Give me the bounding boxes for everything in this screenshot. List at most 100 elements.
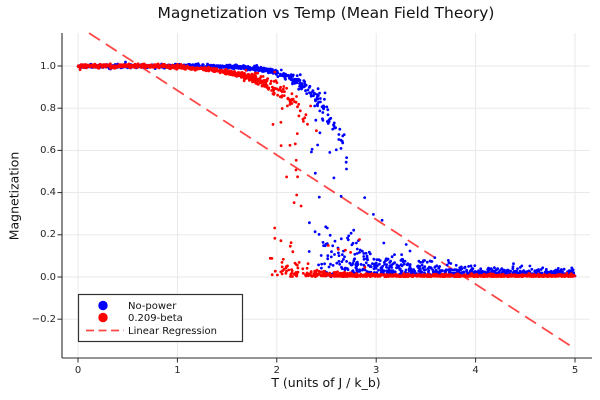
scatter-point [285,269,288,273]
scatter-point [439,270,443,273]
scatter-point [327,265,331,269]
scatter-point [372,213,375,216]
scatter-point [272,87,276,91]
y-tick-label: 1.0 [40,60,56,72]
scatter-point [383,273,387,276]
scatter-point [301,271,305,275]
scatter-point [387,266,391,270]
scatter-point [109,65,113,69]
scatter-point [425,260,429,264]
scatter-point [307,250,311,253]
scatter-point [124,60,127,64]
scatter-point [337,254,341,257]
scatter-point [448,274,452,278]
scatter-point [326,244,330,247]
scatter-point [535,268,539,272]
scatter-point [301,267,305,271]
scatter-point [331,264,335,267]
scatter-point [316,94,320,97]
scatter-point [248,67,252,71]
scatter-point [317,263,320,267]
scatter-point [549,273,553,277]
scatter-point [446,259,450,262]
scatter-point [556,267,560,270]
scatter-point [367,273,370,277]
scatter-point [325,120,329,123]
scatter-point [292,201,296,205]
scatter-point [520,264,524,268]
scatter-point [425,274,429,277]
scatter-point [464,274,468,278]
scatter-point [337,251,340,255]
scatter-point [420,274,424,278]
scatter-point [279,239,283,243]
scatter-point [333,273,337,277]
scatter-point [304,273,307,277]
scatter-point [417,274,420,278]
scatter-point [355,261,358,265]
scatter-point [325,273,328,277]
scatter-point [408,249,412,253]
scatter-point [92,65,95,69]
scatter-point [332,176,336,180]
scatter-point [476,270,480,274]
scatter-point [304,89,307,93]
scatter-point [307,86,311,89]
scatter-point [291,78,294,82]
scatter-point [289,101,292,105]
scatter-point [198,67,202,71]
scatter-point [378,259,382,262]
scatter-point [498,273,502,277]
scatter-point [291,81,294,85]
scatter-point [404,268,408,272]
scatter-point [282,94,286,98]
scatter-point [350,243,354,247]
scatter-point [255,64,259,67]
scatter-point [302,79,306,82]
scatter-point [323,91,327,95]
scatter-point [562,274,566,278]
scatter-point [401,275,405,278]
scatter-point [469,264,473,268]
x-tick-label: 4 [472,365,479,376]
scatter-point [360,249,364,253]
scatter-point [424,268,427,272]
scatter-point [244,68,248,72]
scatter-point [279,89,283,92]
scatter-point [158,65,162,68]
scatter-point [358,248,362,252]
scatter-point [319,100,322,104]
scatter-point [467,265,470,268]
scatter-point [131,64,135,68]
scatter-point [215,65,219,68]
scatter-point [312,94,315,98]
y-tick-label: 0.4 [40,187,56,199]
scatter-point [362,252,366,255]
scatter-point [369,274,373,278]
scatter-point [355,241,358,245]
scatter-point [256,83,260,86]
scatter-point [322,269,326,273]
scatter-point [239,75,243,79]
scatter-point [355,247,359,251]
scatter-point [417,259,421,263]
scatter-point [400,253,403,256]
scatter-point [260,67,264,71]
scatter-point [346,271,349,275]
scatter-point [288,143,292,147]
scatter-point [416,265,419,268]
scatter-point [316,87,320,91]
scatter-point [445,263,449,267]
scatter-point [306,262,310,265]
scatter-point [281,269,285,272]
x-tick-label: 5 [571,365,579,376]
scatter-point [288,98,291,102]
scatter-point [385,258,389,262]
scatter-point [358,270,362,273]
scatter-point [338,262,342,266]
scatter-point [364,251,368,255]
scatter-point [270,257,274,260]
scatter-point [338,271,342,275]
scatter-point [319,97,322,100]
scatter-point [493,266,496,270]
